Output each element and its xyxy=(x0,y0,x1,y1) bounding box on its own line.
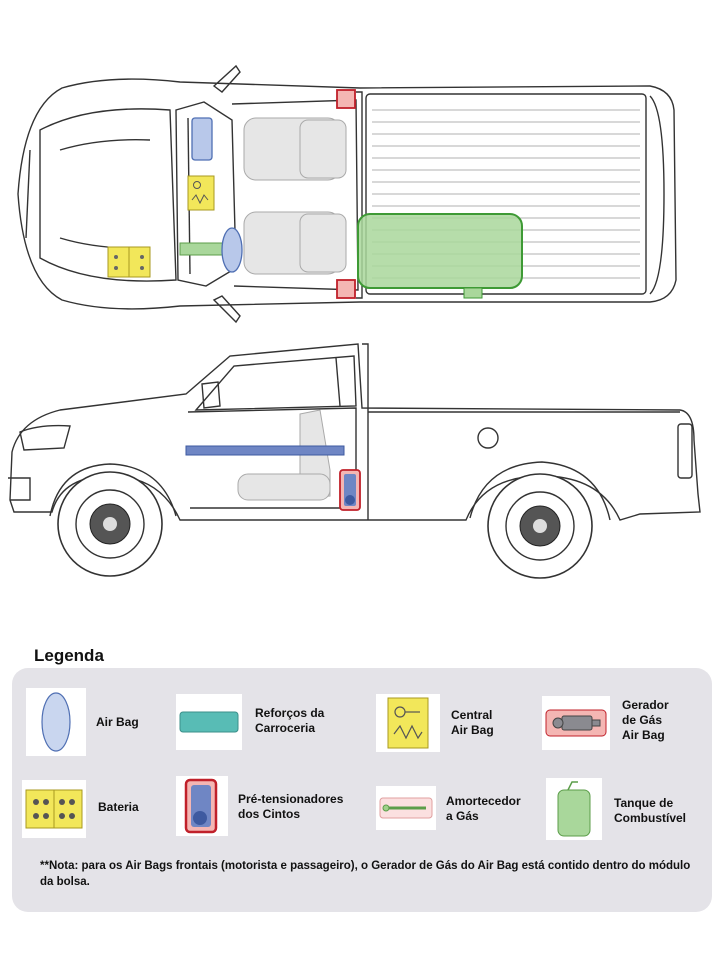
battery-icon xyxy=(22,780,86,838)
steering-airbag-top xyxy=(179,227,243,273)
seatbelt-pretensioner-icon xyxy=(176,776,228,836)
airbag-central-icon xyxy=(376,694,440,752)
legend-label-fuel: Tanque de Combustível xyxy=(614,796,687,825)
legend-label-reinforcement: Reforços da Carroceria xyxy=(255,706,325,735)
fuel-tank-icon xyxy=(546,778,602,840)
fuel-filler-top xyxy=(463,287,483,299)
legend-label-airbag: Air Bag xyxy=(96,715,139,729)
legend-title: Legenda xyxy=(34,646,104,665)
body-reinforcement-icon xyxy=(176,694,242,750)
legend-label-generator: Gerador de Gás Air Bag xyxy=(622,698,669,742)
fuel-tank-top xyxy=(357,213,523,289)
legend-label-battery: Bateria xyxy=(98,800,139,814)
legend-label-pretensioner: Pré-tensionadores dos Cintos xyxy=(238,792,344,821)
pretensioner-top-lower xyxy=(336,279,356,299)
airbag-icon xyxy=(26,688,86,756)
gas-generator-icon xyxy=(542,696,610,750)
seats-top xyxy=(243,117,347,275)
legend-label-damper: Amortecedor a Gás xyxy=(446,794,521,823)
central-airbag-top xyxy=(187,175,215,211)
legend-label-central: Central Air Bag xyxy=(451,708,494,737)
front-wheel xyxy=(57,471,163,577)
body-reinforcement-side xyxy=(185,445,345,456)
legend-note: **Nota: para os Air Bags frontais (motor… xyxy=(40,860,691,888)
airbag-passenger-top xyxy=(191,117,213,161)
pretensioner-side xyxy=(339,469,361,511)
gas-damper-icon xyxy=(376,786,436,830)
vehicle-diagram xyxy=(8,64,701,579)
rear-wheel xyxy=(487,473,593,579)
pretensioner-top-upper xyxy=(336,89,356,109)
battery-top xyxy=(107,246,151,278)
